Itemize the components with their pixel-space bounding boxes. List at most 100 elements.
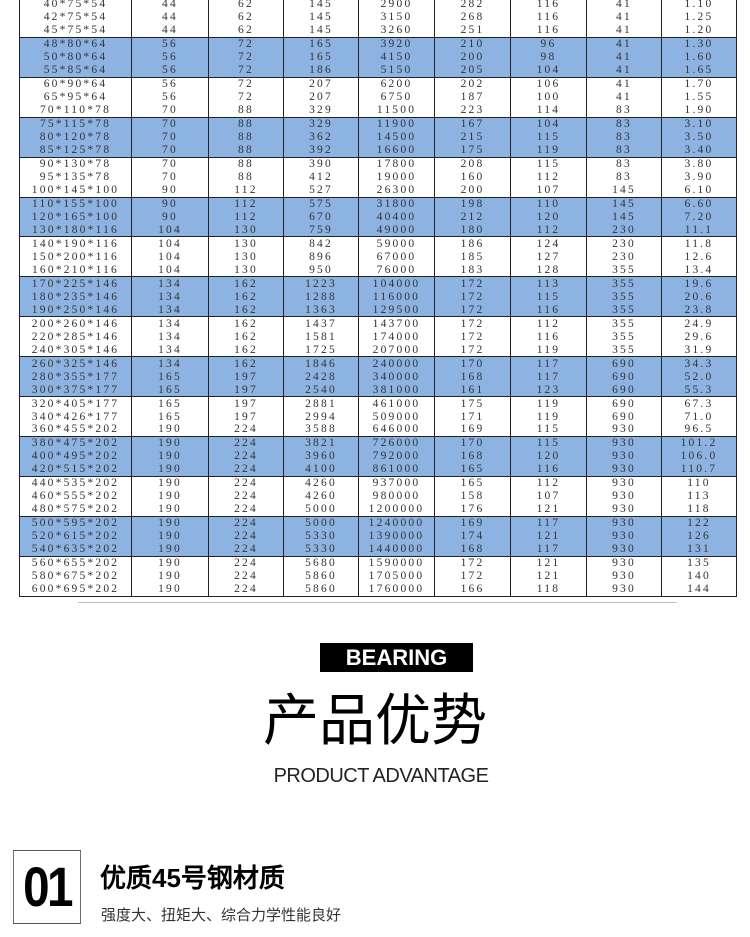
table-cell: 72 <box>208 50 284 64</box>
table-cell: 130 <box>208 263 284 278</box>
table-cell: 145 <box>283 0 359 11</box>
table-cell: 224 <box>208 502 284 517</box>
table-cell: 52.0 <box>661 370 737 384</box>
table-cell: 170*225*146 <box>19 276 132 291</box>
table-cell: 90 <box>131 183 209 198</box>
table-cell: 112 <box>208 197 284 211</box>
table-cell: 110*155*100 <box>19 197 132 211</box>
table-cell: 41 <box>586 90 662 104</box>
table-cell: 165 <box>131 370 209 384</box>
table-cell: 56 <box>131 63 209 78</box>
table-cell: 1.25 <box>661 10 737 24</box>
table-cell: 930 <box>586 423 662 437</box>
table-cell: 842 <box>283 236 359 251</box>
table-cell: 118 <box>510 582 587 597</box>
table-cell: 1240000 <box>358 516 435 530</box>
table-cell: 166 <box>434 582 511 597</box>
table-cell: 134 <box>131 303 209 318</box>
table-cell: 160 <box>434 170 511 184</box>
table-cell: 220*285*146 <box>19 330 132 344</box>
table-cell: 224 <box>208 516 284 530</box>
table-cell: 165 <box>131 383 209 398</box>
table-cell: 112 <box>510 476 587 490</box>
table-cell: 145 <box>283 23 359 38</box>
table-cell: 55*85*64 <box>19 63 132 78</box>
table-cell: 937000 <box>358 476 435 490</box>
table-cell: 60*90*64 <box>19 77 132 91</box>
table-cell: 122 <box>661 516 737 530</box>
table-cell: 190 <box>131 582 209 597</box>
table-row: 42*75*54 44 62 145 3150 268 116 41 1.25 <box>19 10 737 24</box>
table-cell: 118 <box>661 502 737 517</box>
table-cell: 120*165*100 <box>19 210 132 224</box>
table-cell: 119 <box>510 343 587 358</box>
table-cell: 1.70 <box>661 77 737 91</box>
table-row: 150*200*116 104 130 896 67000 185 127 230 12.6 <box>19 250 737 264</box>
table-cell: 930 <box>586 582 662 597</box>
table-cell: 72 <box>208 37 284 51</box>
table-row: 80*120*78 70 88 362 14500 215 115 83 3.50 <box>19 130 737 144</box>
table-cell: 165 <box>434 462 511 477</box>
table-cell: 70 <box>131 143 209 158</box>
table-row: 480*575*202 190 224 5000 1200000 176 121 930 118 <box>19 502 737 517</box>
table-cell: 88 <box>208 143 284 158</box>
table-row: 140*190*116 104 130 842 59000 186 124 230 11.8 <box>19 236 737 251</box>
table-cell: 162 <box>208 343 284 358</box>
table-cell: 170 <box>434 436 511 450</box>
feature-number: 01 <box>13 850 81 924</box>
table-cell: 930 <box>586 516 662 530</box>
table-cell: 197 <box>208 410 284 423</box>
table-cell: 1760000 <box>358 582 435 597</box>
table-cell: 110 <box>661 476 737 490</box>
table-cell: 355 <box>586 316 662 331</box>
table-cell: 190 <box>131 436 209 450</box>
table-cell: 1705000 <box>358 569 435 583</box>
table-cell: 104 <box>131 263 209 278</box>
table-cell: 150*200*116 <box>19 250 132 264</box>
table-cell: 5860 <box>283 582 359 597</box>
table-cell: 62 <box>208 23 284 38</box>
table-cell: 381000 <box>358 383 435 398</box>
table-cell: 575 <box>283 197 359 211</box>
table-cell: 72 <box>208 63 284 78</box>
table-cell: 70*110*78 <box>19 103 132 118</box>
table-cell: 1.55 <box>661 90 737 104</box>
table-cell: 6.60 <box>661 197 737 211</box>
table-row: 120*165*100 90 112 670 40400 212 120 145 7.20 <box>19 210 737 224</box>
table-cell: 104000 <box>358 276 435 291</box>
table-cell: 83 <box>586 130 662 144</box>
table-cell: 176 <box>434 502 511 517</box>
table-row: 360*455*202 190 224 3588 646000 169 115 930 96.5 <box>19 423 737 437</box>
table-cell: 162 <box>208 316 284 331</box>
table-cell: 124 <box>510 236 587 251</box>
table-cell: 145 <box>586 197 662 211</box>
table-cell: 207 <box>283 77 359 91</box>
table-cell: 1725 <box>283 343 359 358</box>
table-cell: 31800 <box>358 197 435 211</box>
table-cell: 210 <box>434 37 511 51</box>
table-cell: 80*120*78 <box>19 130 132 144</box>
table-cell: 280*355*177 <box>19 370 132 384</box>
table-cell: 355 <box>586 290 662 304</box>
table-cell: 5860 <box>283 569 359 583</box>
table-cell: 16600 <box>358 143 435 158</box>
table-row: 260*325*146 134 162 1846 240000 170 117 690 34.3 <box>19 356 737 371</box>
table-cell: 70 <box>131 103 209 118</box>
table-cell: 83 <box>586 117 662 131</box>
table-cell: 172 <box>434 303 511 318</box>
table-cell: 56 <box>131 90 209 104</box>
table-row: 420*515*202 190 224 4100 861000 165 116 930 110.… <box>19 462 737 477</box>
table-cell: 200*260*146 <box>19 316 132 331</box>
table-cell: 224 <box>208 542 284 557</box>
table-cell: 121 <box>510 569 587 583</box>
bearing-badge: BEARING <box>320 643 473 672</box>
table-row: 85*125*78 70 88 392 16600 175 119 83 3.40 <box>19 143 737 158</box>
table-cell: 3150 <box>358 10 435 24</box>
table-cell: 300*375*177 <box>19 383 132 398</box>
table-cell: 56 <box>131 50 209 64</box>
table-cell: 690 <box>586 383 662 398</box>
table-cell: 56 <box>131 77 209 91</box>
table-cell: 930 <box>586 489 662 503</box>
table-cell: 329 <box>283 117 359 131</box>
table-cell: 23.8 <box>661 303 737 318</box>
